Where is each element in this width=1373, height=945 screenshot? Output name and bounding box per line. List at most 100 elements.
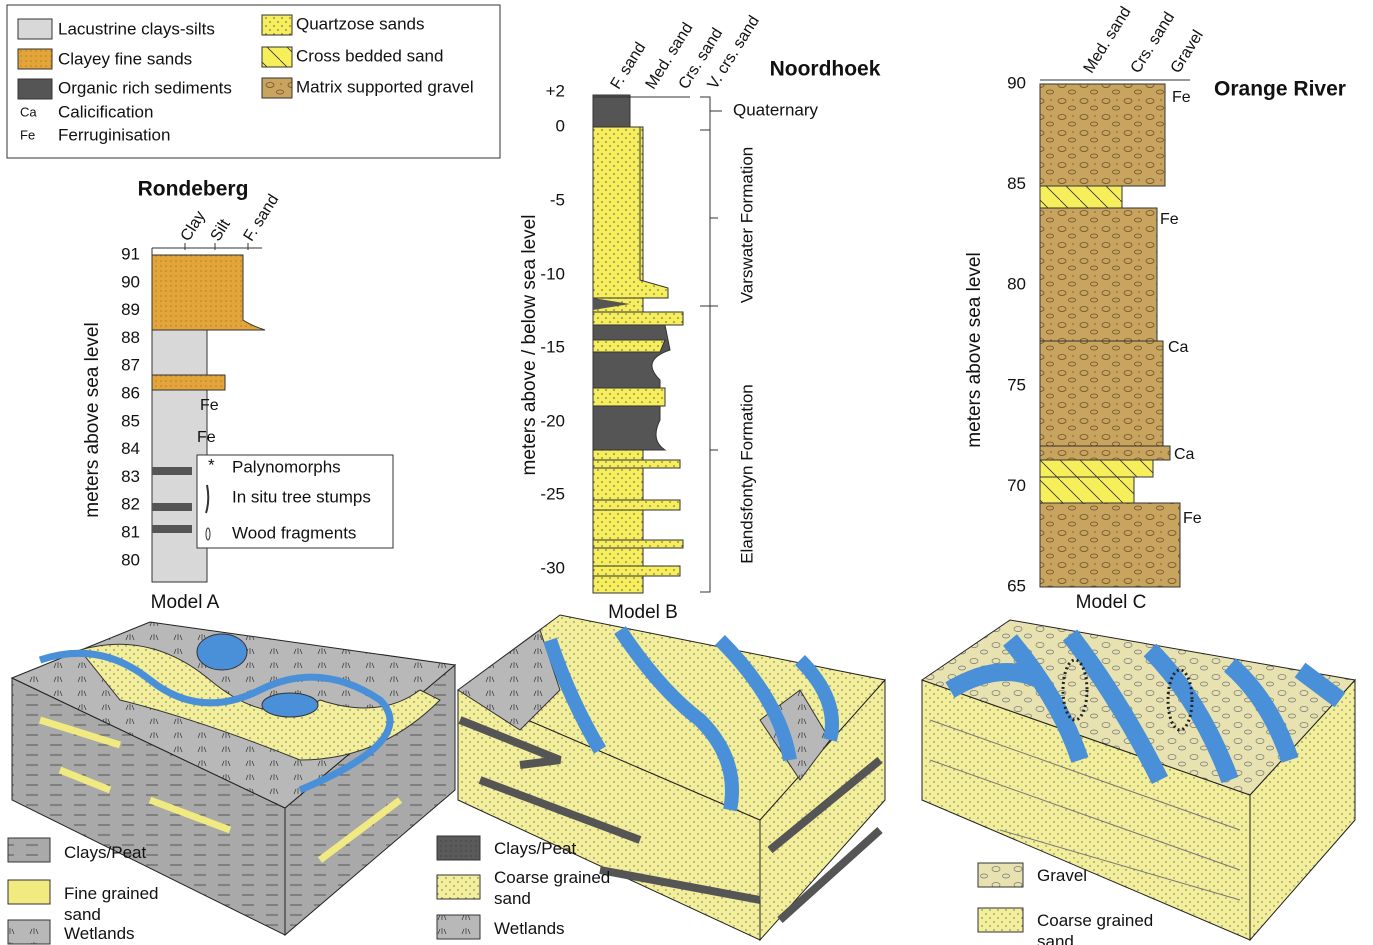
swatch [978,908,1023,932]
tick-label: 85 [121,411,140,430]
tick-label: -5 [550,190,565,209]
layer [1040,460,1153,477]
swatch [262,47,292,67]
block-legend-label: Wetlands [494,918,629,939]
swatch [262,78,292,98]
legend-code: Fe [20,127,35,142]
swatch [262,15,292,35]
tick-label: +2 [546,81,565,100]
layer [152,255,265,330]
tick-label: 86 [121,383,140,402]
layer [152,503,192,511]
model-label: Model B [608,602,678,623]
tick-label: 91 [121,244,140,263]
block-legend-label: Clays/Peat [64,842,199,863]
layer [1040,341,1163,446]
inset-legend-label: In situ tree stumps [232,487,371,506]
annotation: Fe [1183,510,1202,527]
tick-label: 89 [121,300,140,319]
swatch [437,875,480,899]
grain-size-label: Med. sand [1081,4,1135,76]
formation-bracket [700,97,722,592]
tick-label: 90 [121,272,140,291]
legend-label: Ferruginisation [58,125,170,144]
tick-label: -10 [540,264,565,283]
block-legend-label: Coarse grained sand [1037,910,1172,945]
swatch [8,920,50,944]
lake [262,693,318,717]
wood-symbol [206,528,210,540]
tick-label: 75 [1007,375,1026,394]
tick-label: 80 [1007,275,1026,294]
annotation: Ca [1168,339,1189,356]
legend-label: Lacustrine clays-silts [58,19,215,38]
swatch [18,49,52,69]
legend-label: Organic rich sediments [58,78,232,97]
formation-label: Elandsfontyn Formation [737,384,756,564]
tick-label: 82 [121,495,140,514]
layer [152,525,192,533]
annotation: Fe [1172,89,1191,106]
figure: * Lacustrine clays-siltsClayey fine sand… [0,0,1373,945]
legend-label: Matrix supported gravel [296,77,474,96]
inset-legend-label: Palynomorphs [232,457,341,476]
model-label: Model C [1076,592,1147,613]
swatch [18,79,52,99]
tick-label: -30 [540,558,565,577]
tick-label: -15 [540,337,565,356]
model-label: Model A [151,592,220,613]
axis-label: meters above sea level [964,252,985,447]
legend-label: Cross bedded sand [296,46,443,65]
column-c [1040,80,1190,587]
swatch [18,19,52,39]
tick-label: 81 [121,522,140,541]
inset-legend-label: Wood fragments [232,523,356,542]
tick-label: 84 [121,439,140,458]
tick-label: 80 [121,550,140,569]
tick-label: 70 [1007,476,1026,495]
grain-size-label: Silt [208,216,235,244]
axis-label: meters above / below sea level [519,215,540,476]
annotation: Ca [1174,446,1195,463]
tick-label: 0 [556,116,565,135]
tick-label: 83 [121,467,140,486]
grain-size-label: Gravel [1168,27,1207,76]
tick-label: 65 [1007,576,1026,595]
tick-label: 88 [121,328,140,347]
layer [1040,477,1134,503]
block-legend-label: Wetlands [64,923,199,944]
block-c [922,620,1355,940]
layer [1040,186,1122,208]
layer [152,467,192,475]
annotation: Fe [200,397,219,414]
layer [1040,208,1157,341]
column-title: Noordhoek [770,58,881,81]
layer [1040,503,1180,587]
tick-label: 87 [121,356,140,375]
annotation: Fe [197,429,216,446]
swatch [8,838,50,862]
swatch [437,915,480,939]
layer [1040,84,1165,186]
diagram: * Lacustrine clays-siltsClayey fine sand… [0,0,1373,945]
tick-label: -25 [540,484,565,503]
block-legend-label: Coarse grained sand [494,867,629,909]
axis-label: meters above sea level [82,322,103,517]
layer [1040,446,1170,460]
legend-code: Ca [20,104,37,119]
tick-label: 90 [1007,73,1026,92]
swatch [978,863,1023,887]
formation-label: Varswater Formation [737,147,756,304]
block-legend-label: Clays/Peat [494,838,629,859]
annotation: Fe [1160,211,1179,228]
layer [152,375,225,390]
legend-label: Quartzose sands [296,14,425,33]
legend-label: Calicification [58,102,153,121]
layer [593,95,630,127]
block-legend-label: Fine grained sand [64,883,199,925]
tick-label: -20 [540,411,565,430]
lake [197,634,247,670]
swatch [437,836,480,860]
tick-label: 85 [1007,174,1026,193]
layer [593,127,668,298]
